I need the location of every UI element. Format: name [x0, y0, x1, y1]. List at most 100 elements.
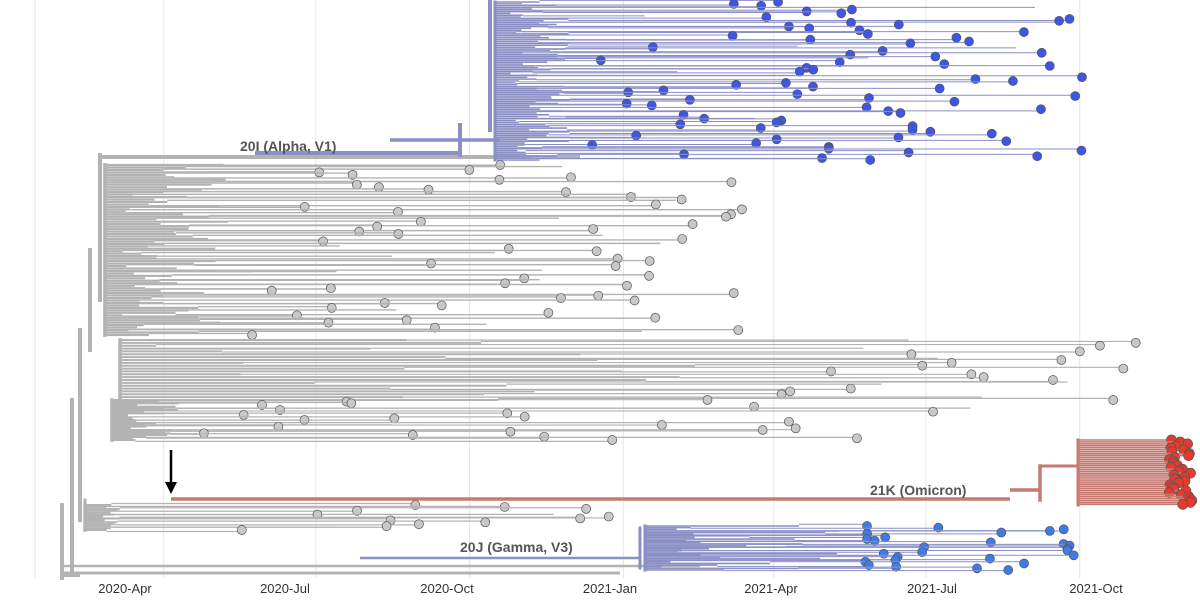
tip-node [1036, 104, 1046, 115]
tip-node [1095, 340, 1105, 351]
tip-node [1001, 136, 1012, 147]
tip-node [436, 300, 447, 311]
tip-node [519, 273, 530, 284]
tip-node [996, 527, 1007, 538]
tip-node [794, 66, 805, 77]
tip-node [784, 416, 794, 427]
tip-node [464, 165, 475, 175]
tip-node [906, 349, 917, 360]
tip-node [781, 78, 791, 88]
tip-node [646, 100, 657, 111]
tip-node [1177, 499, 1189, 510]
tip-node [588, 224, 599, 234]
tip-node [925, 126, 936, 137]
tip-node [854, 25, 865, 36]
tip-node [1032, 151, 1043, 162]
tip-node [905, 38, 916, 49]
tip-node [1036, 47, 1047, 58]
tip-node [1044, 61, 1055, 71]
tip-node [607, 435, 618, 445]
tip-node [893, 132, 904, 143]
tip-node [845, 383, 856, 394]
tip-node [346, 398, 357, 409]
tip-node [964, 36, 974, 47]
tick-label: 2020-Apr [98, 581, 152, 596]
tip-node [500, 278, 510, 289]
tip-node [323, 317, 334, 328]
tip-node [247, 330, 257, 340]
tip-node [575, 513, 586, 524]
tip-node [499, 502, 510, 512]
tip-node [728, 288, 739, 298]
tip-node [503, 243, 514, 254]
tip-node [1058, 524, 1069, 535]
tip-node [591, 246, 602, 257]
clade-alpha [255, 0, 1087, 165]
clade-label-gamma: 20J (Gamma, V3) [460, 539, 573, 555]
tip-node [566, 172, 576, 183]
tip-node [939, 59, 950, 69]
tip-node [790, 423, 801, 434]
tip-node [238, 410, 249, 420]
tip-node [1108, 395, 1119, 405]
tip-node [1048, 375, 1058, 385]
tip-node [1003, 565, 1014, 575]
tip-node [749, 401, 759, 412]
tip-node [862, 521, 872, 531]
tip-node [731, 79, 742, 90]
tip-node [773, 0, 783, 7]
background-tree [60, 153, 1141, 580]
tip-node [1008, 76, 1018, 86]
tip-node [726, 177, 737, 188]
clade-label-alpha: 20I (Alpha, V1) [240, 138, 336, 154]
tip-node [480, 517, 491, 528]
tip-node [917, 360, 928, 371]
tip-node [1056, 355, 1067, 365]
tip-node [519, 411, 530, 422]
tip-node [721, 211, 731, 222]
tick-label: 2020-Jul [260, 581, 310, 596]
tip-node [389, 413, 400, 424]
tip-node [808, 64, 819, 75]
tip-node [494, 174, 505, 185]
tip-node [1077, 72, 1087, 83]
tip-node [928, 406, 938, 417]
tip-node [505, 426, 516, 437]
tip-node [883, 106, 894, 116]
tick-label: 2021-Apr [744, 581, 798, 596]
tip-node [966, 369, 977, 380]
tip-node [556, 293, 566, 303]
clade-gamma [360, 521, 1079, 575]
tip-node [946, 358, 957, 368]
tip-node [949, 96, 960, 107]
tip-node [895, 108, 906, 118]
tip-node [318, 236, 328, 247]
tick-label: 2021-Jan [583, 581, 637, 596]
tip-node [836, 8, 847, 19]
x-axis: 2020-Apr 2020-Jul 2020-Oct 2021-Jan 2021… [98, 581, 1123, 596]
tip-node [1076, 145, 1087, 156]
tip-node [685, 94, 695, 105]
tip-node [393, 229, 404, 239]
tip-node [495, 160, 506, 170]
arrow-head [165, 482, 177, 494]
tip-node [675, 119, 686, 130]
tip-node [972, 563, 982, 574]
tip-node [687, 219, 698, 229]
tip-node [423, 184, 434, 195]
clade-omicron [171, 434, 1198, 510]
tip-node [381, 521, 392, 532]
tip-node [817, 153, 827, 163]
tick-label: 2021-Jul [907, 581, 957, 596]
tip-node [865, 155, 876, 165]
tip-node [808, 81, 818, 92]
tip-node [933, 522, 944, 533]
tip-node [893, 19, 904, 30]
tip-node [771, 134, 782, 145]
tip-node [610, 261, 621, 271]
tip-node [917, 547, 928, 557]
tip-node [1019, 27, 1029, 37]
tip-node [1118, 363, 1129, 374]
tip-node [347, 170, 358, 180]
tip-node [978, 372, 989, 382]
